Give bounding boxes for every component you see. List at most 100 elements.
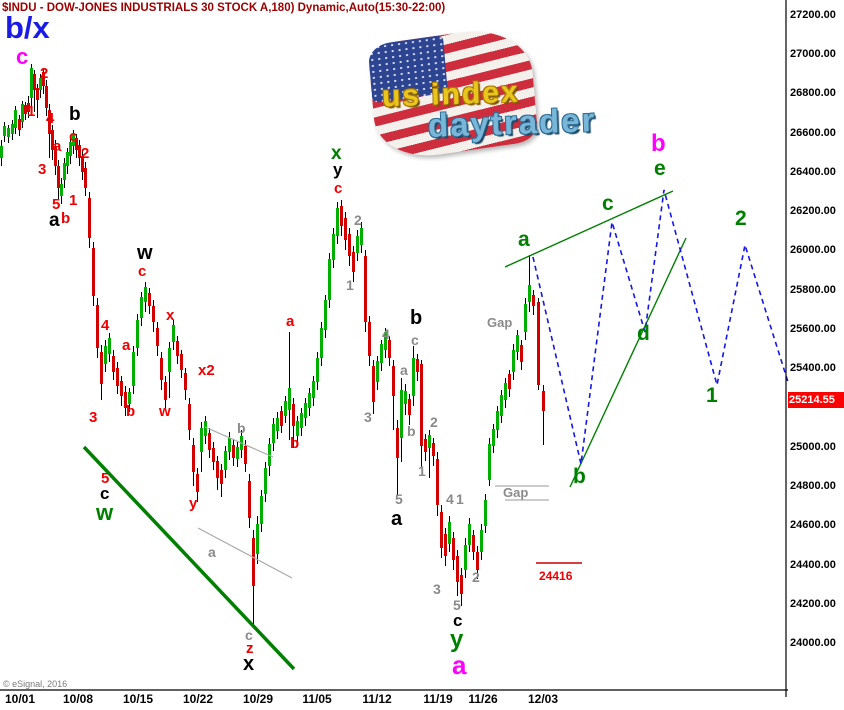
candle-down	[248, 481, 251, 518]
candle-up	[204, 421, 207, 436]
candle-up	[336, 208, 339, 236]
candle-down	[81, 156, 84, 172]
candle-up	[360, 228, 363, 245]
candle-up	[66, 152, 69, 166]
candle-up	[172, 325, 175, 342]
price-tick-label: 27000.00	[790, 48, 836, 60]
candle-down	[388, 340, 391, 358]
wave-label-y: y	[189, 495, 198, 512]
candle-down	[220, 470, 223, 484]
candle-down	[508, 374, 511, 389]
wave-label-x: x	[166, 307, 175, 324]
candle-down	[344, 218, 347, 240]
wave-label-b: b	[410, 307, 423, 329]
date-tick-label: 11/26	[468, 692, 498, 706]
price-tick-label: 26000.00	[790, 244, 836, 256]
candle-down	[408, 399, 411, 415]
wave-label-Gap: Gap	[503, 485, 529, 500]
wave-label-1: 1	[27, 103, 36, 120]
gray-channel-upper	[204, 426, 274, 458]
date-tick-label: 12/03	[527, 692, 559, 706]
candle-down	[54, 146, 57, 166]
candle-down	[84, 168, 87, 188]
wave-label-b: b	[573, 465, 586, 488]
candle-up	[136, 320, 139, 348]
gray-channel-lower	[197, 527, 293, 579]
price-tick-label: 24200.00	[790, 598, 836, 610]
wave-label-2: 2	[735, 207, 747, 230]
wave-label-b: b	[237, 420, 246, 436]
scenario-label: b/x	[5, 10, 50, 45]
wave-label-24416: 24416	[539, 569, 573, 583]
candle-down	[208, 433, 211, 450]
candle-down	[424, 439, 427, 452]
candle-up	[144, 287, 147, 302]
candle-down	[124, 392, 127, 408]
wave-label-4: 4	[101, 317, 110, 334]
candle-down	[368, 322, 371, 356]
candle-down	[42, 72, 45, 86]
candle-up	[288, 388, 291, 410]
price-tick-label: 26600.00	[790, 127, 836, 139]
candle-down	[392, 366, 395, 396]
blue-projection	[532, 189, 789, 465]
price-tick-label: 25800.00	[790, 284, 836, 296]
price-tick-label: 25000.00	[790, 441, 836, 453]
candle-up	[304, 403, 307, 418]
wave-label-y: y	[333, 160, 343, 179]
candle-down	[156, 328, 159, 346]
candle-down	[45, 86, 48, 108]
candle-up	[7, 128, 10, 137]
candle-up	[39, 78, 42, 90]
esignal-copyright: © eSignal, 2016	[3, 679, 68, 689]
candle-up	[324, 300, 327, 330]
candle-down	[120, 381, 123, 396]
wave-label-x: x	[331, 143, 342, 164]
candle-up	[332, 234, 335, 260]
candle-up	[312, 381, 315, 398]
candle-up	[528, 285, 531, 302]
candle-down	[196, 474, 199, 492]
candle-down	[188, 404, 191, 430]
candle-up	[316, 358, 319, 382]
price-tick-label: 24800.00	[790, 480, 836, 492]
wave-label-3: 3	[364, 409, 372, 425]
candle-down	[372, 366, 375, 402]
candle-down	[244, 446, 247, 464]
candle-up	[276, 418, 279, 431]
candle-down	[18, 119, 21, 130]
date-tick-label: 10/22	[182, 692, 214, 706]
candle-up	[448, 522, 451, 544]
wave-label-5: 5	[395, 491, 403, 507]
wave-label-d: d	[637, 322, 650, 345]
candle-down	[532, 295, 535, 306]
candle-down	[36, 88, 39, 100]
wave-label-c: c	[69, 128, 78, 145]
candle-down	[456, 556, 459, 582]
wave-label-4: 4	[382, 326, 390, 342]
candle-down	[78, 145, 81, 158]
wave-label-3: 3	[89, 409, 98, 426]
candle-down	[33, 74, 36, 90]
candle-up	[308, 393, 311, 408]
candle-up	[236, 447, 239, 459]
candle-up	[108, 338, 111, 354]
wave-label-2: 2	[430, 414, 438, 430]
wave-label-1: 1	[69, 192, 78, 209]
wave-label-c: c	[138, 263, 147, 280]
date-tick-label: 10/15	[122, 692, 154, 706]
candle-up	[200, 428, 203, 452]
candle-down	[48, 110, 51, 134]
price-tick-label: 26800.00	[790, 87, 836, 99]
candle-down	[27, 103, 30, 112]
candle-up	[3, 126, 6, 136]
candle-up	[524, 304, 527, 332]
price-tick-label: 27200.00	[790, 9, 836, 21]
candle-down	[57, 166, 60, 188]
candle-down	[472, 535, 475, 552]
wave-label-a: a	[286, 313, 295, 330]
wave-label-4: 4	[46, 110, 55, 127]
price-tick-label: 25600.00	[790, 323, 836, 335]
